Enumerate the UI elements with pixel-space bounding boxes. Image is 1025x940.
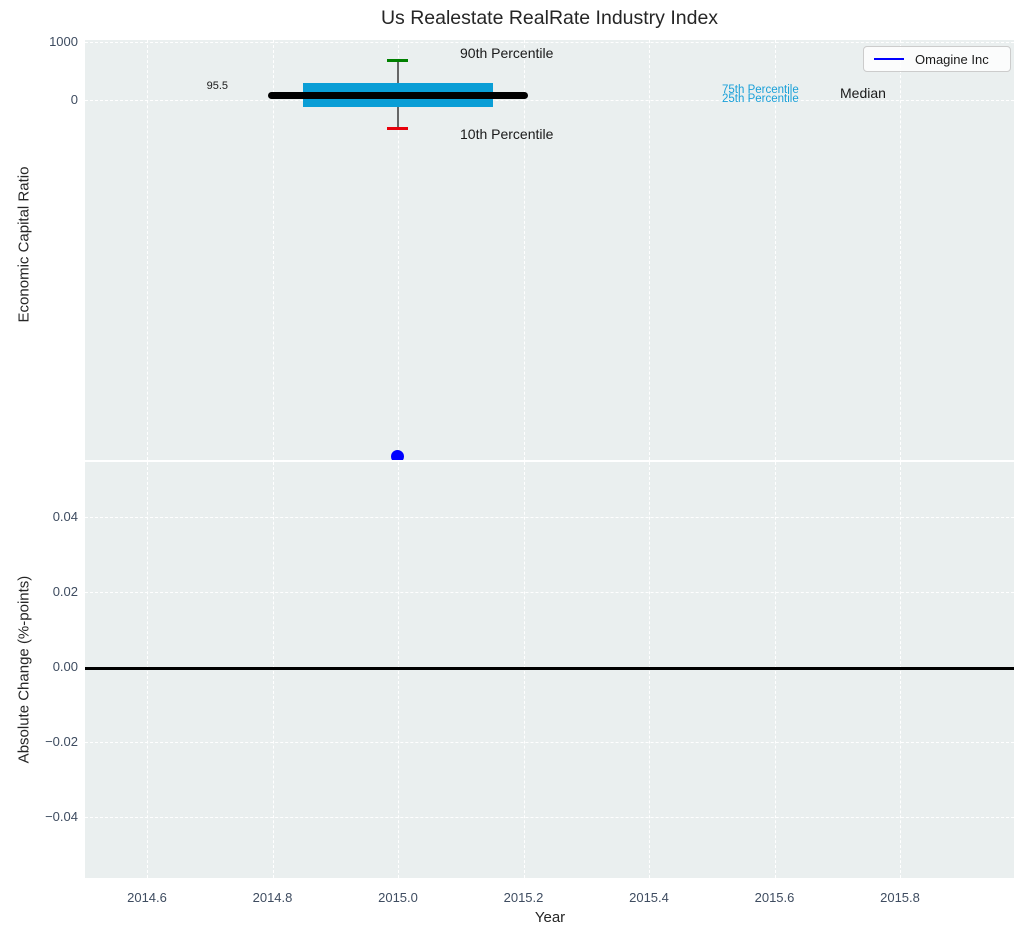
bottom-ytick-0.04: 0.04 <box>52 509 78 524</box>
gridline-x-2015.0 <box>398 462 399 878</box>
gridline-x-2015.2 <box>523 40 525 460</box>
bottom-y-axis-label: Absolute Change (%-points) <box>15 575 33 764</box>
zero-reference-line <box>85 667 1014 670</box>
bottom-ytick-0.00: 0.00 <box>52 659 78 674</box>
legend: Omagine Inc <box>863 46 1011 72</box>
gridline-x-2015.2 <box>523 462 525 878</box>
gridline-y-1000 <box>85 42 1014 43</box>
legend-series-label: Omagine Inc <box>915 51 989 67</box>
annotation-75th-percentile: 75th Percentile <box>722 84 799 96</box>
legend-line-sample <box>874 57 904 61</box>
x-axis-label: Year <box>534 909 566 926</box>
gridline-x-2015.4 <box>649 462 650 878</box>
gridline-y-0.02 <box>85 592 1014 593</box>
chart-title: Us Realestate RealRate Industry Index <box>380 7 719 29</box>
annotation-25th-percentile: 25th Percentile <box>722 93 799 105</box>
bottom-axes <box>85 462 1014 878</box>
gridline-x-2014.8 <box>272 40 274 460</box>
xtick-2015.8: 2015.8 <box>880 890 920 905</box>
gridline-y-0.04 <box>85 517 1014 518</box>
top-y-axis-label: Economic Capital Ratio <box>15 166 33 323</box>
boxplot-90th-cap <box>387 59 408 62</box>
annotation-median: Median <box>840 85 886 101</box>
omagine-data-point <box>391 450 404 460</box>
xtick-2015.6: 2015.6 <box>754 890 795 905</box>
gridline-x-2015.6 <box>774 40 776 460</box>
bottom-ytick--0.02: −0.02 <box>45 734 78 749</box>
gridline-y--0.02 <box>85 742 1014 743</box>
xtick-2015.4: 2015.4 <box>629 890 669 905</box>
xtick-2014.8: 2014.8 <box>252 890 293 905</box>
top-axes: 90th Percentile 10th Percentile 75th Per… <box>85 40 1014 460</box>
gridline-y--0.04 <box>85 817 1014 818</box>
top-ytick-1000: 1000 <box>49 34 78 49</box>
xtick-2015.0: 2015.0 <box>378 890 418 905</box>
annotation-median-value: 95.5 <box>206 80 228 92</box>
bottom-ytick--0.04: −0.04 <box>45 809 78 824</box>
gridline-x-2014.8 <box>272 462 274 878</box>
xtick-2015.2: 2015.2 <box>503 890 544 905</box>
gridline-x-2015.6 <box>774 462 776 878</box>
boxplot-10th-cap <box>387 127 408 130</box>
gridline-x-2014.6 <box>147 40 148 460</box>
gridline-x-2015.8 <box>900 40 901 460</box>
top-ytick-0: 0 <box>70 92 78 107</box>
gridline-x-2014.6 <box>147 462 148 878</box>
annotation-90th-percentile: 90th Percentile <box>460 45 554 61</box>
annotation-10th-percentile: 10th Percentile <box>460 126 554 142</box>
gridline-x-2015.8 <box>900 462 901 878</box>
xtick-2014.6: 2014.6 <box>127 890 167 905</box>
bottom-ytick-0.02: 0.02 <box>52 584 78 599</box>
gridline-y-0 <box>85 100 1014 101</box>
gridline-x-2015.4 <box>649 40 650 460</box>
boxplot-median-line <box>268 92 528 99</box>
gridline-x-2015.0 <box>398 40 399 460</box>
